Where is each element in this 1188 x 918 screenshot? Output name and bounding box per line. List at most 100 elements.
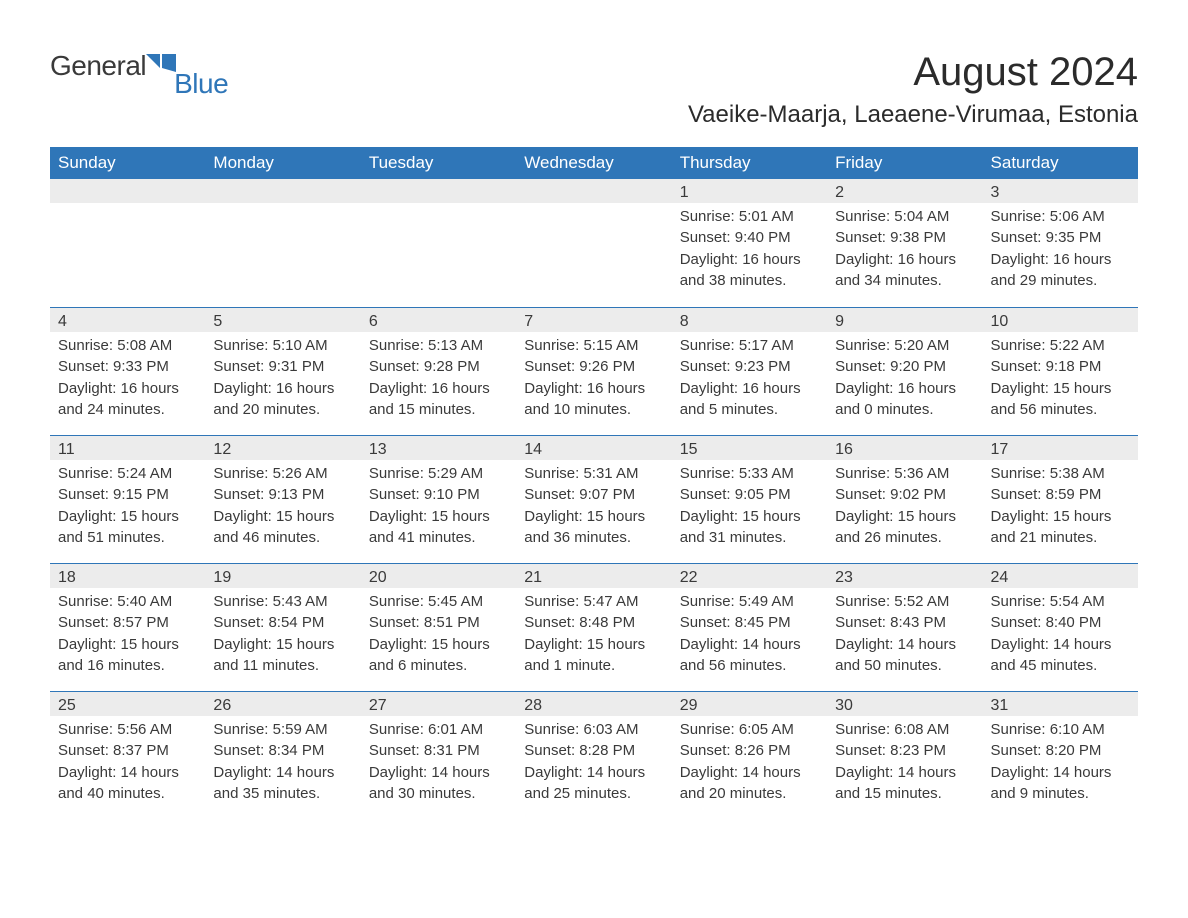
day-number: 10 [983,308,1138,332]
sunrise-line: Sunrise: 5:40 AM [58,592,197,612]
day-details: Sunrise: 5:29 AMSunset: 9:10 PMDaylight:… [361,460,516,559]
day-details: Sunrise: 5:24 AMSunset: 9:15 PMDaylight:… [50,460,205,559]
day-cell: 30Sunrise: 6:08 AMSunset: 8:23 PMDayligh… [827,692,982,819]
sunrise-line: Sunrise: 5:20 AM [835,336,974,356]
sunset-line: Sunset: 9:38 PM [835,228,974,248]
day-number: 25 [50,692,205,716]
sunset-line: Sunset: 8:37 PM [58,741,197,761]
daylight-line: and 20 minutes. [680,784,819,804]
sunrise-line: Sunrise: 6:03 AM [524,720,663,740]
day-details: Sunrise: 6:01 AMSunset: 8:31 PMDaylight:… [361,716,516,815]
daylight-line: and 56 minutes. [680,656,819,676]
daylight-line: and 29 minutes. [991,271,1130,291]
day-cell: 3Sunrise: 5:06 AMSunset: 9:35 PMDaylight… [983,179,1138,307]
sunrise-line: Sunrise: 5:29 AM [369,464,508,484]
day-details: Sunrise: 6:10 AMSunset: 8:20 PMDaylight:… [983,716,1138,815]
sunrise-line: Sunrise: 5:01 AM [680,207,819,227]
week-row: 11Sunrise: 5:24 AMSunset: 9:15 PMDayligh… [50,435,1138,563]
day-cell: 5Sunrise: 5:10 AMSunset: 9:31 PMDaylight… [205,308,360,435]
daylight-line: Daylight: 15 hours [369,507,508,527]
day-cell: 1Sunrise: 5:01 AMSunset: 9:40 PMDaylight… [672,179,827,307]
daylight-line: and 56 minutes. [991,400,1130,420]
day-cell: 4Sunrise: 5:08 AMSunset: 9:33 PMDaylight… [50,308,205,435]
daylight-line: and 40 minutes. [58,784,197,804]
daylight-line: Daylight: 15 hours [991,507,1130,527]
sunset-line: Sunset: 8:20 PM [991,741,1130,761]
day-cell: 7Sunrise: 5:15 AMSunset: 9:26 PMDaylight… [516,308,671,435]
day-cell: 8Sunrise: 5:17 AMSunset: 9:23 PMDaylight… [672,308,827,435]
sunrise-line: Sunrise: 5:47 AM [524,592,663,612]
week-row: 1Sunrise: 5:01 AMSunset: 9:40 PMDaylight… [50,179,1138,307]
sunset-line: Sunset: 9:35 PM [991,228,1130,248]
day-cell: 18Sunrise: 5:40 AMSunset: 8:57 PMDayligh… [50,564,205,691]
day-details: Sunrise: 5:47 AMSunset: 8:48 PMDaylight:… [516,588,671,687]
day-details: Sunrise: 5:10 AMSunset: 9:31 PMDaylight:… [205,332,360,431]
daylight-line: Daylight: 14 hours [991,635,1130,655]
day-cell: 14Sunrise: 5:31 AMSunset: 9:07 PMDayligh… [516,436,671,563]
flag-icon [146,54,176,81]
day-cell: 25Sunrise: 5:56 AMSunset: 8:37 PMDayligh… [50,692,205,819]
day-number: 14 [516,436,671,460]
sunset-line: Sunset: 9:05 PM [680,485,819,505]
daylight-line: Daylight: 14 hours [835,763,974,783]
sunset-line: Sunset: 8:26 PM [680,741,819,761]
daylight-line: Daylight: 16 hours [835,379,974,399]
daylight-line: and 45 minutes. [991,656,1130,676]
day-details: Sunrise: 6:05 AMSunset: 8:26 PMDaylight:… [672,716,827,815]
page-title: August 2024 [913,50,1138,95]
sunrise-line: Sunrise: 6:05 AM [680,720,819,740]
sunset-line: Sunset: 8:54 PM [213,613,352,633]
day-cell: 16Sunrise: 5:36 AMSunset: 9:02 PMDayligh… [827,436,982,563]
day-number: 28 [516,692,671,716]
day-cell: 19Sunrise: 5:43 AMSunset: 8:54 PMDayligh… [205,564,360,691]
sunset-line: Sunset: 9:31 PM [213,357,352,377]
day-details: Sunrise: 5:17 AMSunset: 9:23 PMDaylight:… [672,332,827,431]
day-details: Sunrise: 5:49 AMSunset: 8:45 PMDaylight:… [672,588,827,687]
sunset-line: Sunset: 9:33 PM [58,357,197,377]
day-cell [516,179,671,307]
day-details: Sunrise: 5:04 AMSunset: 9:38 PMDaylight:… [827,203,982,302]
sunrise-line: Sunrise: 5:13 AM [369,336,508,356]
day-number: 15 [672,436,827,460]
daylight-line: Daylight: 15 hours [524,507,663,527]
sunset-line: Sunset: 9:40 PM [680,228,819,248]
day-cell: 24Sunrise: 5:54 AMSunset: 8:40 PMDayligh… [983,564,1138,691]
daylight-line: and 51 minutes. [58,528,197,548]
daylight-line: Daylight: 15 hours [835,507,974,527]
sunset-line: Sunset: 8:45 PM [680,613,819,633]
sunset-line: Sunset: 8:48 PM [524,613,663,633]
sunrise-line: Sunrise: 5:04 AM [835,207,974,227]
daylight-line: and 5 minutes. [680,400,819,420]
day-cell: 22Sunrise: 5:49 AMSunset: 8:45 PMDayligh… [672,564,827,691]
weekday-header: Sunday [50,147,205,179]
day-number: 31 [983,692,1138,716]
day-details: Sunrise: 5:43 AMSunset: 8:54 PMDaylight:… [205,588,360,687]
daylight-line: and 20 minutes. [213,400,352,420]
day-details: Sunrise: 5:13 AMSunset: 9:28 PMDaylight:… [361,332,516,431]
logo: General Blue [50,50,234,82]
sunset-line: Sunset: 9:13 PM [213,485,352,505]
daylight-line: Daylight: 14 hours [58,763,197,783]
sunrise-line: Sunrise: 5:59 AM [213,720,352,740]
day-details: Sunrise: 5:56 AMSunset: 8:37 PMDaylight:… [50,716,205,815]
sunrise-line: Sunrise: 5:33 AM [680,464,819,484]
weekday-header: Saturday [983,147,1138,179]
daylight-line: and 6 minutes. [369,656,508,676]
weekday-header: Monday [205,147,360,179]
day-cell: 12Sunrise: 5:26 AMSunset: 9:13 PMDayligh… [205,436,360,563]
weekday-header: Friday [827,147,982,179]
day-number: 23 [827,564,982,588]
day-number: 22 [672,564,827,588]
day-number [205,179,360,203]
sunrise-line: Sunrise: 5:31 AM [524,464,663,484]
day-number: 1 [672,179,827,203]
sunrise-line: Sunrise: 6:10 AM [991,720,1130,740]
day-number: 6 [361,308,516,332]
daylight-line: and 11 minutes. [213,656,352,676]
sunrise-line: Sunrise: 5:36 AM [835,464,974,484]
day-number: 13 [361,436,516,460]
daylight-line: Daylight: 15 hours [58,635,197,655]
sunset-line: Sunset: 9:15 PM [58,485,197,505]
day-details: Sunrise: 5:36 AMSunset: 9:02 PMDaylight:… [827,460,982,559]
sunset-line: Sunset: 8:51 PM [369,613,508,633]
